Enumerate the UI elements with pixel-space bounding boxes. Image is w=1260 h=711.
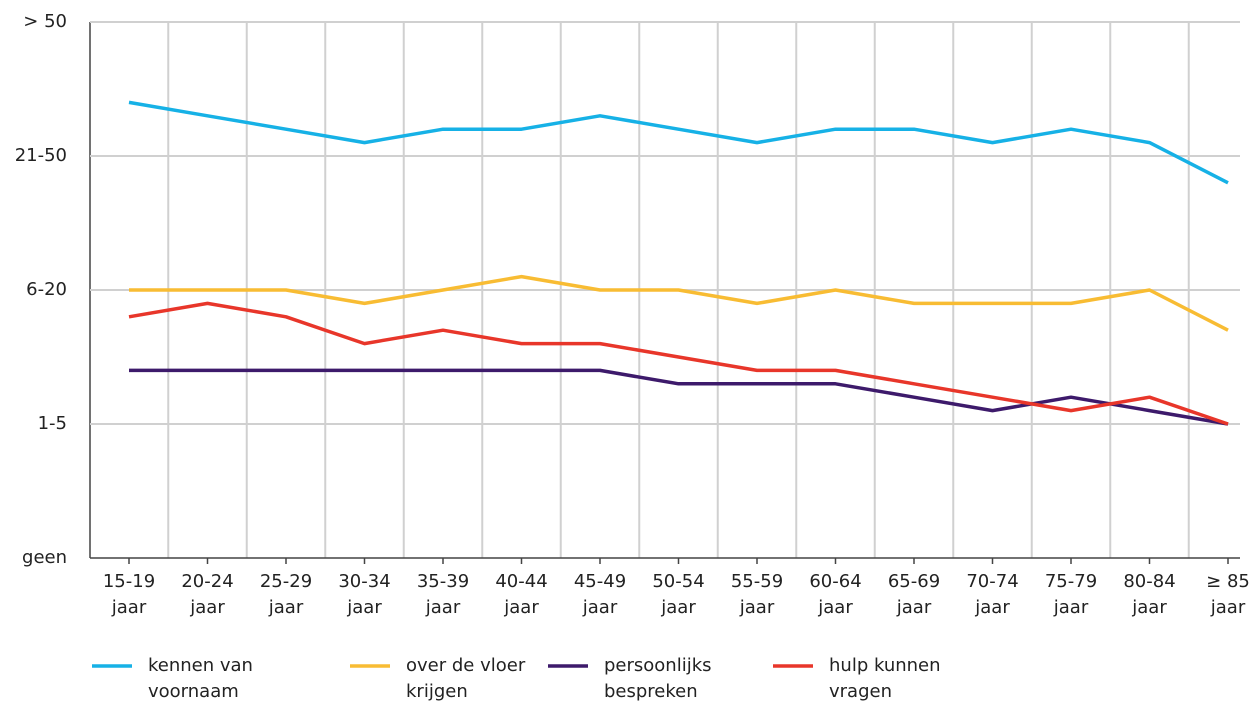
x-tick-label-line: jaar — [660, 597, 696, 618]
x-tick-label-line: 35-39 — [417, 571, 469, 592]
x-tick-label-line: 80-84 — [1123, 571, 1175, 592]
x-tick-label-line: jaar — [739, 597, 775, 618]
x-tick-label: ≥ 85 jaar — [1206, 571, 1250, 618]
legend-label-line: persoonlijks — [604, 655, 712, 676]
x-tick-label-line: 40-44 — [495, 571, 547, 592]
y-tick-label: geen — [22, 547, 67, 568]
x-tick-label-line: jaar — [111, 597, 147, 618]
x-tick-label: 80-84 jaar — [1123, 571, 1175, 618]
x-tick-label-line: 25-29 — [260, 571, 312, 592]
x-tick-label-line: jaar — [346, 597, 382, 618]
x-tick-label-line: 55-59 — [731, 571, 783, 592]
x-tick-label-line: jaar — [1131, 597, 1167, 618]
x-tick-label-line: jaar — [503, 597, 539, 618]
x-tick-label-line: 60-64 — [809, 571, 861, 592]
x-tick-label-line: jaar — [1053, 597, 1089, 618]
legend-label-line: bespreken — [604, 681, 698, 702]
y-tick-label: 21-50 — [15, 145, 67, 166]
x-tick-label-line: jaar — [974, 597, 1010, 618]
series-line — [128, 100, 1229, 185]
x-tick-label-line: 75-79 — [1045, 571, 1097, 592]
x-tick-label-line: jaar — [189, 597, 225, 618]
y-tick-label: 6-20 — [26, 279, 67, 300]
x-tick-label: 75-79 jaar — [1045, 571, 1097, 618]
x-tick-label: 70-74 jaar — [966, 571, 1018, 618]
legend-label: over de vloer krijgen — [406, 655, 526, 702]
legend-label: kennen van voornaam — [148, 655, 253, 702]
series-line — [129, 368, 1229, 426]
x-tick-label-line: 30-34 — [338, 571, 390, 592]
x-tick-label: 15-19 jaar — [103, 571, 155, 618]
x-tick-label-line: jaar — [817, 597, 853, 618]
legend-label: persoonlijks bespreken — [604, 655, 712, 702]
x-tick-label-line: 50-54 — [652, 571, 704, 592]
x-tick-label: 60-64 jaar — [809, 571, 861, 618]
x-tick-label-line: jaar — [896, 597, 932, 618]
x-tick-label: 50-54 jaar — [652, 571, 704, 618]
x-tick-label-line: 65-69 — [888, 571, 940, 592]
x-tick-label-line: 70-74 — [966, 571, 1018, 592]
legend-label-line: krijgen — [406, 681, 468, 702]
series-line — [128, 301, 1229, 426]
legend-label-line: hulp kunnen — [829, 655, 941, 676]
x-tick-label: 25-29 jaar — [260, 571, 312, 618]
y-tick-label: > 50 — [23, 11, 67, 32]
x-tick-label: 45-49 jaar — [574, 571, 626, 618]
x-tick-label-line: jaar — [582, 597, 618, 618]
legend-label-line: over de vloer — [406, 655, 526, 676]
series-line — [129, 274, 1229, 332]
x-tick-label: 30-34 jaar — [338, 571, 390, 618]
x-tick-label-line: 15-19 — [103, 571, 155, 592]
x-tick-label: 20-24 jaar — [181, 571, 233, 618]
x-tick-label: 65-69 jaar — [888, 571, 940, 618]
x-tick-label-line: ≥ 85 — [1206, 571, 1250, 592]
legend-label-line: kennen van — [148, 655, 253, 676]
y-tick-label: 1-5 — [38, 413, 67, 434]
x-tick-label: 55-59 jaar — [731, 571, 783, 618]
x-tick-label-line: jaar — [268, 597, 304, 618]
x-tick-label-line: 45-49 — [574, 571, 626, 592]
x-tick-label-line: jaar — [1210, 597, 1246, 618]
x-tick-label-line: jaar — [425, 597, 461, 618]
legend-label-line: voornaam — [148, 681, 239, 702]
x-tick-label-line: 20-24 — [181, 571, 233, 592]
legend-label: hulp kunnen vragen — [829, 655, 941, 702]
x-tick-label: 40-44 jaar — [495, 571, 547, 618]
x-tick-label: 35-39 jaar — [417, 571, 469, 618]
legend-label-line: vragen — [829, 681, 892, 702]
